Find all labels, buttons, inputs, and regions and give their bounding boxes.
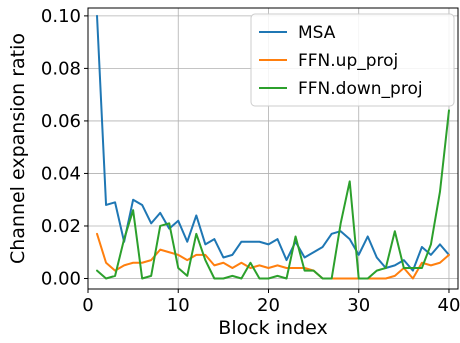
y-tick-label: 0.10 [41, 6, 81, 27]
y-tick-label: 0.00 [41, 268, 81, 289]
y-tick-label: 0.04 [41, 163, 81, 184]
y-tick-label: 0.06 [41, 111, 81, 132]
x-tick-label: 30 [347, 295, 370, 316]
series-line-ffn-down-proj [96, 109, 450, 280]
x-tick-label: 20 [257, 295, 280, 316]
legend-label-ffn-down-proj: FFN.down_proj [298, 79, 423, 99]
series-lines [96, 14, 450, 280]
axis-ticks: 0 10 20 30 40 0.00 0.02 0.04 0.06 0.08 0.10 [41, 6, 460, 316]
x-tick-label: 10 [167, 295, 190, 316]
x-tick-label: 0 [82, 295, 93, 316]
legend: MSA FFN.up_proj FFN.down_proj [250, 13, 455, 107]
legend-label-ffn-up-proj: FFN.up_proj [298, 51, 398, 71]
legend-label-msa: MSA [298, 23, 336, 43]
plot-area-frame [87, 7, 459, 290]
legend-box [250, 13, 455, 107]
y-tick-label: 0.08 [41, 58, 81, 79]
x-axis-label: Block index [218, 317, 327, 339]
x-tick-label: 40 [438, 295, 460, 316]
series-line-msa [96, 14, 450, 272]
y-axis-label: Channel expansion ratio [7, 33, 29, 264]
y-tick-label: 0.02 [41, 216, 81, 237]
